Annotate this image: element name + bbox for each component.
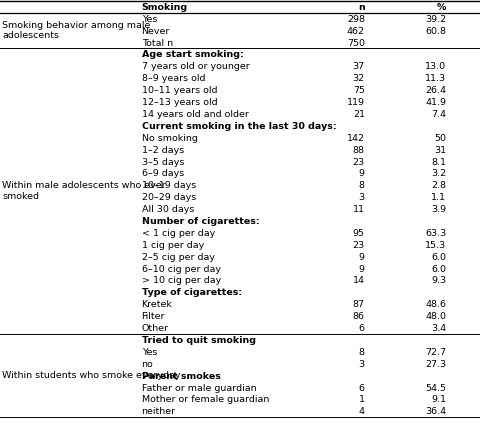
Text: Kretek: Kretek: [142, 300, 172, 309]
Text: No smoking: No smoking: [142, 134, 197, 143]
Text: Mother or female guardian: Mother or female guardian: [142, 396, 269, 404]
Text: 7.4: 7.4: [432, 110, 446, 119]
Text: 8.1: 8.1: [432, 158, 446, 167]
Text: 6–9 days: 6–9 days: [142, 170, 184, 179]
Text: 9: 9: [359, 170, 365, 179]
Text: 72.7: 72.7: [425, 348, 446, 357]
Text: Total n: Total n: [142, 39, 173, 47]
Text: 2.8: 2.8: [432, 181, 446, 190]
Text: 9.1: 9.1: [432, 396, 446, 404]
Text: 6.0: 6.0: [432, 253, 446, 262]
Text: 48.6: 48.6: [425, 300, 446, 309]
Text: 15.3: 15.3: [425, 241, 446, 250]
Text: 88: 88: [353, 145, 365, 155]
Text: 39.2: 39.2: [425, 15, 446, 24]
Text: 3.9: 3.9: [431, 205, 446, 214]
Text: 54.5: 54.5: [425, 384, 446, 393]
Text: 4: 4: [359, 407, 365, 416]
Text: 8: 8: [359, 181, 365, 190]
Text: 87: 87: [353, 300, 365, 309]
Text: 75: 75: [353, 86, 365, 95]
Text: < 1 cig per day: < 1 cig per day: [142, 229, 215, 238]
Text: 8–9 years old: 8–9 years old: [142, 74, 205, 83]
Text: neither: neither: [142, 407, 176, 416]
Text: 27.3: 27.3: [425, 360, 446, 369]
Text: 41.9: 41.9: [425, 98, 446, 107]
Text: 3–5 days: 3–5 days: [142, 158, 184, 167]
Text: 95: 95: [353, 229, 365, 238]
Text: no: no: [142, 360, 153, 369]
Text: 7 years old or younger: 7 years old or younger: [142, 62, 249, 71]
Text: Current smoking in the last 30 days:: Current smoking in the last 30 days:: [142, 122, 336, 131]
Text: 142: 142: [347, 134, 365, 143]
Text: Type of cigarettes:: Type of cigarettes:: [142, 288, 242, 297]
Text: 50: 50: [434, 134, 446, 143]
Text: 11: 11: [353, 205, 365, 214]
Text: 3.4: 3.4: [431, 324, 446, 333]
Text: 14 years old and older: 14 years old and older: [142, 110, 249, 119]
Text: Father or male guardian: Father or male guardian: [142, 384, 256, 393]
Text: 1 cig per day: 1 cig per day: [142, 241, 204, 250]
Text: 31: 31: [434, 145, 446, 155]
Text: 1: 1: [359, 396, 365, 404]
Text: Age start smoking:: Age start smoking:: [142, 50, 243, 59]
Text: 6: 6: [359, 324, 365, 333]
Text: 6.0: 6.0: [432, 265, 446, 273]
Text: 13.0: 13.0: [425, 62, 446, 71]
Text: 298: 298: [347, 15, 365, 24]
Text: %: %: [437, 3, 446, 12]
Text: 36.4: 36.4: [425, 407, 446, 416]
Text: 12–13 years old: 12–13 years old: [142, 98, 217, 107]
Text: 6: 6: [359, 384, 365, 393]
Text: 9: 9: [359, 265, 365, 273]
Text: 750: 750: [347, 39, 365, 47]
Text: 60.8: 60.8: [425, 27, 446, 36]
Text: 32: 32: [353, 74, 365, 83]
Text: All 30 days: All 30 days: [142, 205, 194, 214]
Text: 23: 23: [353, 241, 365, 250]
Text: 20–29 days: 20–29 days: [142, 193, 196, 202]
Text: Parent smokes: Parent smokes: [142, 372, 220, 381]
Text: 63.3: 63.3: [425, 229, 446, 238]
Text: n: n: [358, 3, 365, 12]
Text: 3.2: 3.2: [431, 170, 446, 179]
Text: Smoking: Smoking: [142, 3, 188, 12]
Text: 86: 86: [353, 312, 365, 321]
Text: 9: 9: [359, 253, 365, 262]
Text: 48.0: 48.0: [425, 312, 446, 321]
Text: 23: 23: [353, 158, 365, 167]
Text: 462: 462: [347, 27, 365, 36]
Text: 1–2 days: 1–2 days: [142, 145, 184, 155]
Text: 119: 119: [347, 98, 365, 107]
Text: > 10 cig per day: > 10 cig per day: [142, 276, 221, 285]
Text: 8: 8: [359, 348, 365, 357]
Text: Smoking behavior among male
adolescents: Smoking behavior among male adolescents: [2, 21, 151, 40]
Text: Never: Never: [142, 27, 170, 36]
Text: 26.4: 26.4: [425, 86, 446, 95]
Text: Tried to quit smoking: Tried to quit smoking: [142, 336, 255, 345]
Text: 37: 37: [353, 62, 365, 71]
Text: 3: 3: [359, 193, 365, 202]
Text: Number of cigarettes:: Number of cigarettes:: [142, 217, 259, 226]
Text: 3: 3: [359, 360, 365, 369]
Text: Within male adolescents who ever
smoked: Within male adolescents who ever smoked: [2, 181, 166, 201]
Text: Other: Other: [142, 324, 168, 333]
Text: 10–19 days: 10–19 days: [142, 181, 196, 190]
Text: 9.3: 9.3: [431, 276, 446, 285]
Text: 21: 21: [353, 110, 365, 119]
Text: 6–10 cig per day: 6–10 cig per day: [142, 265, 221, 273]
Text: Yes: Yes: [142, 348, 157, 357]
Text: 10–11 years old: 10–11 years old: [142, 86, 217, 95]
Text: 2–5 cig per day: 2–5 cig per day: [142, 253, 215, 262]
Text: 1.1: 1.1: [432, 193, 446, 202]
Text: 11.3: 11.3: [425, 74, 446, 83]
Text: 14: 14: [353, 276, 365, 285]
Text: Yes: Yes: [142, 15, 157, 24]
Text: Filter: Filter: [142, 312, 165, 321]
Text: Within students who smoke everyday: Within students who smoke everyday: [2, 371, 181, 380]
